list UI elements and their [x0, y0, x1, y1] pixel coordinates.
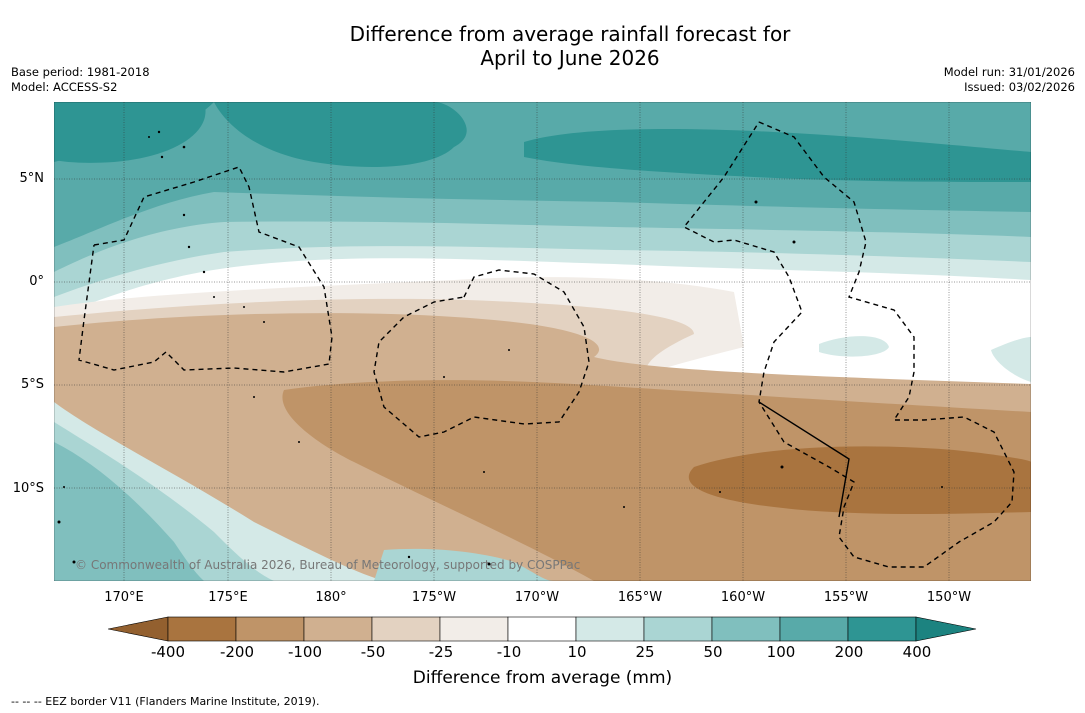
colorbar-segment	[643, 616, 713, 642]
colorbar-label: -200	[219, 643, 255, 661]
copyright-text: © Commonwealth of Australia 2026, Bureau…	[75, 558, 581, 572]
colorbar-label: -100	[287, 643, 323, 661]
gridlines	[54, 102, 1031, 581]
colorbar-label: 100	[766, 643, 796, 661]
dry-band-100	[282, 380, 1031, 581]
colorbar	[108, 616, 977, 642]
colorbar-segment	[711, 616, 781, 642]
colorbar-label: 200	[834, 643, 864, 661]
title-line-1: Difference from average rainfall forecas…	[349, 22, 791, 46]
lon-label-170e: 170°E	[104, 590, 144, 605]
lat-label-10s: 10°S	[12, 481, 44, 496]
lon-label-175e: 175°E	[208, 590, 248, 605]
lon-label-160w: 160°W	[720, 590, 766, 605]
lat-label-5n: 5°N	[19, 171, 45, 186]
colorbar-label: -25	[428, 643, 454, 661]
lon-label-175w: 175°W	[411, 590, 457, 605]
lat-label-0: 0°	[29, 274, 44, 289]
model-text: Model: ACCESS-S2	[11, 80, 118, 94]
base-period-text: Base period: 1981-2018	[11, 65, 150, 79]
lon-label-180: 180°	[315, 590, 347, 605]
map-title: Difference from average rainfall forecas…	[0, 22, 1085, 70]
lon-label-150w: 150°W	[926, 590, 972, 605]
colorbar-segment	[575, 616, 645, 642]
east-wet-patch-1	[819, 336, 889, 357]
colorbar-label: -10	[496, 643, 522, 661]
eez-footnote: -- -- -- EEZ border V11 (Flanders Marine…	[11, 695, 320, 708]
eez-border-central	[373, 269, 590, 438]
wet-band-200-nw	[54, 102, 206, 163]
colorbar-extend-high	[915, 616, 977, 642]
colorbar-segment	[439, 616, 509, 642]
eez-border-west	[78, 166, 333, 373]
colorbar-segment	[779, 616, 849, 642]
colorbar-label: 400	[902, 643, 932, 661]
eez-border-solid	[758, 401, 850, 518]
sw-wet-patch-50	[54, 442, 204, 581]
lon-label-155w: 155°W	[823, 590, 869, 605]
colorbar-segment	[235, 616, 305, 642]
wet-band-200-east	[524, 129, 1031, 182]
lon-label-165w: 165°W	[617, 590, 663, 605]
issued-text: Issued: 03/02/2026	[964, 80, 1075, 94]
title-line-2: April to June 2026	[480, 46, 660, 70]
dry-band-200	[688, 446, 1031, 515]
colorbar-extend-low	[108, 616, 169, 642]
east-wet-patch-2	[991, 337, 1031, 382]
meta-left: Base period: 1981-2018 Model: ACCESS-S2	[11, 65, 150, 95]
colorbar-label: -400	[150, 643, 186, 661]
eez-borders	[78, 121, 1015, 568]
colorbar-title: Difference from average (mm)	[412, 668, 673, 688]
colorbar-segment	[167, 616, 237, 642]
colorbar-label: 10	[567, 643, 587, 661]
colorbar-segment	[303, 616, 373, 642]
eez-border-east	[682, 121, 1015, 568]
colorbar-label: 50	[703, 643, 723, 661]
model-run-text: Model run: 31/01/2026	[943, 65, 1075, 79]
colorbar-segment	[847, 616, 917, 642]
colorbar-label: 25	[635, 643, 655, 661]
lon-label-170w: 170°W	[514, 590, 560, 605]
colorbar-segment	[371, 616, 441, 642]
s-wet-patch	[374, 548, 554, 581]
colorbar-segment	[507, 616, 577, 642]
colorbar-label: -50	[360, 643, 386, 661]
islands	[57, 130, 943, 566]
lat-label-5s: 5°S	[20, 377, 44, 392]
meta-right: Model run: 31/01/2026 Issued: 03/02/2026	[944, 65, 1075, 95]
rainfall-map	[54, 102, 1031, 581]
